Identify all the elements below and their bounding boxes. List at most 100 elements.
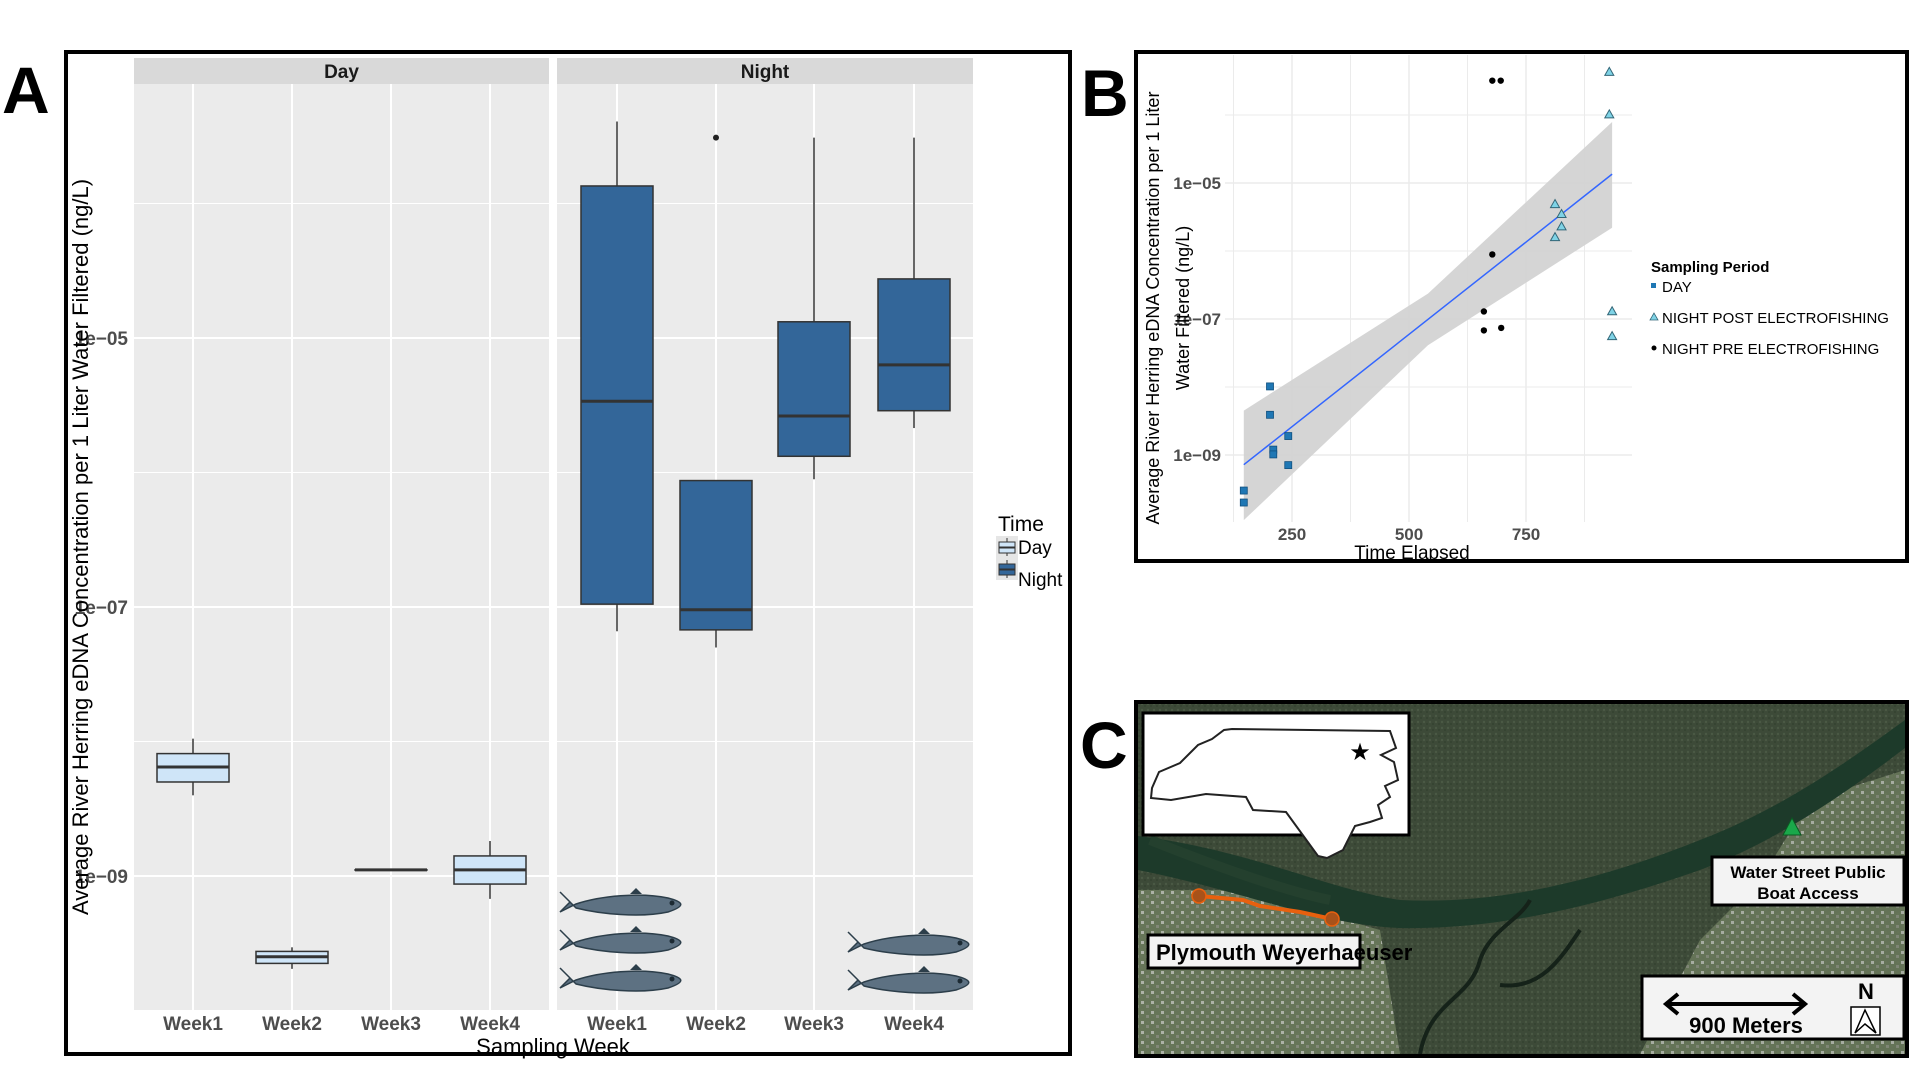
box-day-week1 [156,738,230,796]
study-site-star-icon: ★ [1349,739,1371,766]
site-label-water-street-line2: Boat Access [1757,884,1858,903]
data-point-night-pre [1489,251,1496,258]
herring-fish-icon [559,964,682,992]
data-point-day [1239,498,1248,507]
data-point-night-post [1606,305,1618,316]
legend-label: NIGHT POST ELECTROFISHING [1662,310,1889,327]
herring-fish-icon [847,966,970,994]
data-point-night-post [1603,66,1615,76]
fish-fin [630,926,642,932]
site-label-box-2 [1710,855,1906,907]
x-tick-label: Week3 [784,1014,844,1035]
legend-key-circle-icon [1651,345,1657,351]
box-night-week4 [877,137,951,429]
map-river [1138,720,1905,929]
box-night-week1 [580,121,654,632]
data-point-day [1266,382,1274,391]
y-tick-label: 1e−07 [75,598,128,619]
herring-fish-icon [847,928,970,956]
x-tick-label: 750 [1512,525,1540,544]
data-point-night-post [1556,220,1567,231]
box-iqr [777,321,851,458]
confidence-ribbon [1243,121,1613,521]
data-point-night-pre [1489,77,1496,84]
site-label-box-1 [1146,933,1362,970]
scale-arrow-icon [1662,992,1809,1016]
x-tick-label: 500 [1395,525,1423,544]
fish-fin [918,928,930,934]
fish-eye [669,900,675,906]
data-point-night-pre [1480,327,1488,334]
x-axis-title: Sampling Week [476,1034,631,1059]
x-tick-label: Week3 [361,1014,421,1035]
legend-title: Time [998,513,1044,536]
data-point-day [1239,486,1248,495]
panel-label-a: A [2,53,50,127]
data-point-night-pre [1480,308,1488,315]
regression-line [1243,173,1613,466]
box-iqr [877,278,951,412]
data-point-night-post [1556,208,1567,219]
data-point-night-pre [1497,324,1505,332]
facet-strip-label: Night [741,62,790,83]
fish-body [847,931,970,956]
panel-label-b: B [1081,56,1129,130]
fish-body [559,967,682,992]
north-arrow-icon [1850,1006,1881,1036]
transect-end-marker [1324,911,1340,927]
box-iqr [679,479,753,631]
x-tick-label: Week4 [884,1014,944,1035]
data-point-night-post [1549,231,1561,242]
fish-fin [630,888,642,894]
fish-eye [669,976,675,982]
site-label-plymouth: Plymouth Weyerhaeuser [1156,940,1413,965]
y-axis-title-line2: Water Filtered (ng/L) [1173,226,1193,390]
facet-strip [557,58,973,84]
box-day-week2 [255,947,329,969]
box-iqr [580,185,654,605]
data-point-night-post [1606,330,1618,341]
scale-label: 900 Meters [1689,1013,1803,1038]
data-point-night-post [1549,198,1561,209]
x-tick-label: Week4 [460,1014,520,1035]
facet-strip-label: Day [324,62,359,83]
y-tick-label: 1e−05 [75,329,129,350]
fish-body [847,969,970,994]
map-creek [1418,899,1582,1054]
data-point-day [1284,432,1293,440]
y-tick-label: 1e−05 [1173,174,1221,193]
legend-key-triangle-icon [1649,312,1659,321]
fish-fin [918,966,930,972]
sampling-transect-line [1198,894,1333,921]
data-point-day [1266,410,1274,419]
nc-outline [1149,727,1400,860]
map-river-side-channel [1148,835,1331,905]
panel-label-c: C [1080,708,1128,782]
herring-fish-icon [559,926,682,954]
box-night-week2 [679,134,753,648]
x-tick-label: Week1 [587,1014,647,1035]
fish-fin [630,964,642,970]
legend-label: DAY [1662,279,1692,296]
fish-eye [957,940,963,946]
data-point-day [1269,450,1278,459]
north-label: N [1858,979,1874,1004]
data-point-day [1284,461,1293,470]
fish-body [559,891,682,916]
y-tick-label: 1e−07 [1173,310,1221,329]
legend-label: Day [1018,538,1052,559]
map-town-west [1138,890,1400,1054]
data-point-night-pre [1497,77,1504,84]
y-axis-title-line1: Average River Herring eDNA Concentration… [1143,92,1163,525]
transect-start-marker [1191,888,1207,904]
fish-eye [669,938,675,944]
legend-title: Sampling Period [1651,259,1769,276]
x-tick-label: Week2 [686,1014,746,1035]
box-night-week3 [777,137,851,480]
site-label-water-street-line1: Water Street Public [1730,863,1885,882]
legend-label: Night [1018,570,1063,591]
x-tick-label: Week2 [262,1014,322,1035]
